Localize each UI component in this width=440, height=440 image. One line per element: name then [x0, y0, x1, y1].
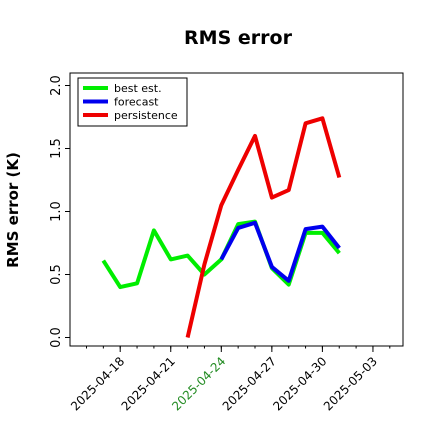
legend-label: forecast [114, 96, 159, 109]
series-lines [101, 116, 342, 338]
y-axis-ticks: 0.0 0.5 1.0 1.5 2.0 [49, 75, 70, 348]
legend-label: persistence [114, 109, 178, 122]
x-tick-label: 2025-05-03 [321, 354, 380, 413]
y-tick-label: 0.0 [49, 327, 64, 348]
y-tick-label: 1.5 [49, 138, 64, 159]
chart-title: RMS error [184, 27, 293, 49]
series-line-persistence [185, 116, 342, 338]
series-line-forecast [219, 220, 341, 283]
y-tick-label: 2.0 [49, 75, 64, 96]
legend-label: best est. [114, 82, 162, 95]
plot-area-frame [69, 72, 404, 347]
y-axis-label: RMS error (K) [4, 152, 22, 268]
y-tick-label: 0.5 [49, 264, 64, 285]
y-tick-label: 1.0 [49, 201, 64, 222]
x-axis-ticks: 2025-04-182025-04-212025-04-242025-04-27… [68, 346, 391, 413]
